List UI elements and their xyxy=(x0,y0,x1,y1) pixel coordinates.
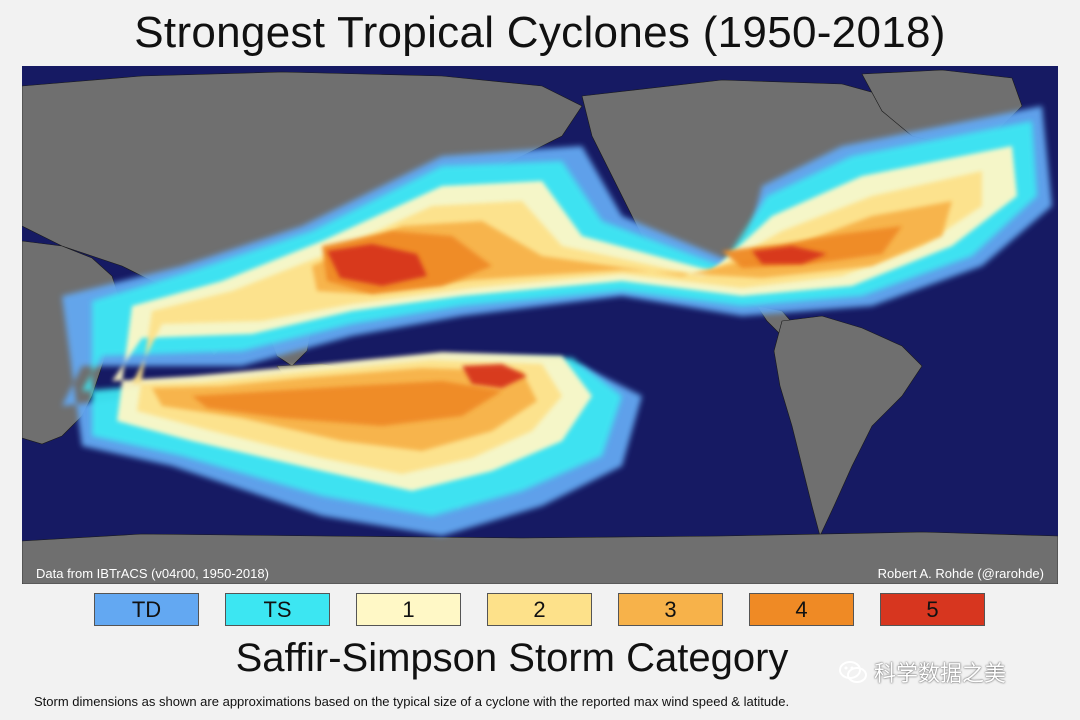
legend-item-5: 5 xyxy=(880,593,985,626)
category-legend: TD TS 1 2 3 4 5 xyxy=(94,593,987,626)
legend-item-2: 2 xyxy=(487,593,592,626)
legend-item-1: 1 xyxy=(356,593,461,626)
legend-item-td: TD xyxy=(94,593,199,626)
legend-item-3: 3 xyxy=(618,593,723,626)
map-svg: Data from IBTrACS (v04r00, 1950-2018) Ro… xyxy=(22,66,1058,584)
map-title: Strongest Tropical Cyclones (1950-2018) xyxy=(134,8,946,57)
wechat-icon xyxy=(839,661,867,683)
credit-data-source: Data from IBTrACS (v04r00, 1950-2018) xyxy=(36,566,269,581)
watermark-text: 科学数据之美 xyxy=(874,661,1007,686)
footnote: Storm dimensions as shown are approximat… xyxy=(34,694,790,709)
land-south-america xyxy=(773,315,923,537)
legend-title: Saffir-Simpson Storm Category xyxy=(235,636,789,680)
legend-item-4: 4 xyxy=(749,593,854,626)
watermark: 科学数据之美 xyxy=(838,654,1006,690)
legend-item-ts: TS xyxy=(225,593,330,626)
cyclone-map: Data from IBTrACS (v04r00, 1950-2018) Ro… xyxy=(22,66,1058,584)
credit-author: Robert A. Rohde (@rarohde) xyxy=(878,566,1044,581)
storm-tracks xyxy=(62,106,1052,536)
swath-cat5 xyxy=(327,244,827,388)
land-antarctica xyxy=(22,531,1058,584)
